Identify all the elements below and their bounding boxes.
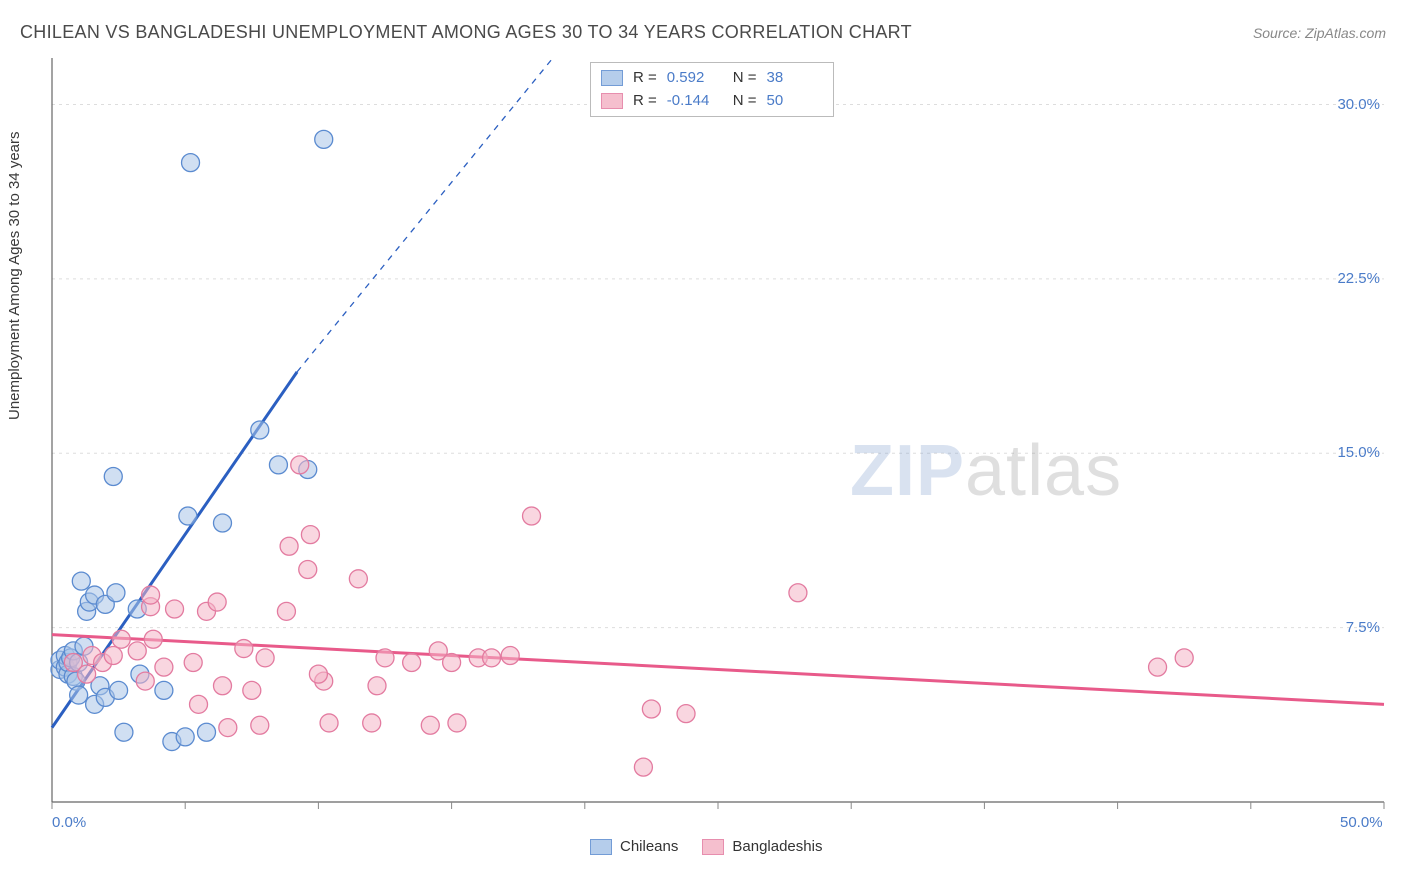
legend-swatch — [590, 839, 612, 855]
legend-swatch — [702, 839, 724, 855]
scatter-plot — [50, 58, 1386, 828]
series-name: Chileans — [620, 838, 678, 855]
y-axis-label: Unemployment Among Ages 30 to 34 years — [6, 131, 23, 420]
series-legend: Chileans Bangladeshis — [590, 838, 822, 855]
legend-n-label: N = — [733, 90, 757, 113]
series-legend-item: Bangladeshis — [702, 838, 822, 855]
y-tick-label: 7.5% — [1346, 619, 1380, 636]
legend-r-label: R = — [633, 67, 657, 90]
legend-n-label: N = — [733, 67, 757, 90]
legend-row: R = 0.592 N = 38 — [601, 67, 823, 90]
legend-r-value: -0.144 — [667, 90, 723, 113]
x-tick-label: 50.0% — [1340, 814, 1383, 831]
chart-title: CHILEAN VS BANGLADESHI UNEMPLOYMENT AMON… — [20, 22, 912, 43]
source-attribution: Source: ZipAtlas.com — [1253, 25, 1386, 41]
legend-swatch — [601, 70, 623, 86]
legend-r-value: 0.592 — [667, 67, 723, 90]
x-tick-label: 0.0% — [52, 814, 86, 831]
legend-row: R = -0.144 N = 50 — [601, 90, 823, 113]
series-legend-item: Chileans — [590, 838, 678, 855]
header: CHILEAN VS BANGLADESHI UNEMPLOYMENT AMON… — [20, 22, 1386, 43]
y-tick-label: 30.0% — [1337, 96, 1380, 113]
y-tick-label: 15.0% — [1337, 444, 1380, 461]
legend-n-value: 50 — [767, 90, 823, 113]
correlation-legend: R = 0.592 N = 38 R = -0.144 N = 50 — [590, 62, 834, 117]
series-name: Bangladeshis — [732, 838, 822, 855]
legend-r-label: R = — [633, 90, 657, 113]
legend-swatch — [601, 93, 623, 109]
chart-area: 7.5% 15.0% 22.5% 30.0% 0.0% 50.0% — [50, 58, 1386, 828]
legend-n-value: 38 — [767, 67, 823, 90]
y-tick-label: 22.5% — [1337, 270, 1380, 287]
